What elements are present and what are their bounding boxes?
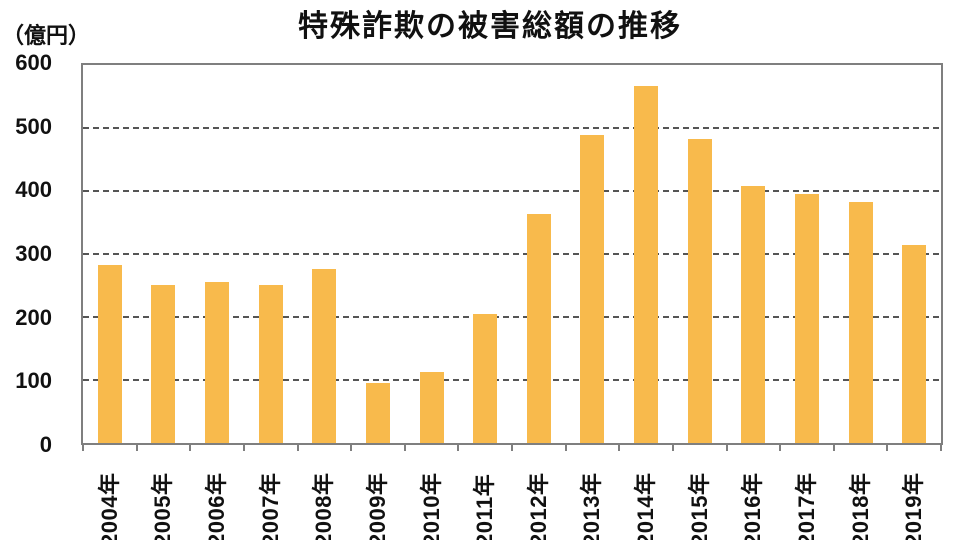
x-axis-label-2018年: 2018年 <box>847 472 873 540</box>
bar-2004年 <box>97 264 122 443</box>
x-tick-mark <box>618 445 621 451</box>
chart-title: 特殊詐欺の被害総額の推移 <box>298 10 682 43</box>
y-tick-label-200: 200 <box>15 304 52 330</box>
y-tick-label-400: 400 <box>15 177 52 203</box>
bar-2012年 <box>526 213 551 443</box>
x-axis-label-2008年: 2008年 <box>311 472 337 540</box>
bar-2015年 <box>687 139 712 443</box>
x-tick-mark <box>886 445 889 451</box>
bar-2006年 <box>205 282 230 443</box>
x-axis-label-2012年: 2012年 <box>525 472 551 540</box>
bar-2013年 <box>580 134 605 443</box>
x-axis-label-2011年: 2011年 <box>472 473 498 540</box>
bar-2019年 <box>902 244 927 443</box>
x-axis-label-2017年: 2017年 <box>793 472 819 540</box>
bar-2010年 <box>419 371 444 443</box>
bar-2017年 <box>794 194 819 443</box>
x-tick-mark <box>671 445 674 451</box>
bar-2016年 <box>741 185 766 443</box>
x-axis-label-2010年: 2010年 <box>418 472 444 540</box>
x-tick-mark <box>779 445 782 451</box>
bar-2011年 <box>473 314 498 443</box>
x-axis-label-2016年: 2016年 <box>740 472 766 540</box>
y-tick-label-500: 500 <box>15 113 52 139</box>
x-axis-label-2005年: 2005年 <box>150 472 176 540</box>
x-tick-mark <box>135 445 138 451</box>
bar-2014年 <box>634 86 659 443</box>
y-tick-label-600: 600 <box>15 50 52 75</box>
gridline-100 <box>83 379 941 381</box>
bar-2018年 <box>848 201 873 443</box>
bar-2005年 <box>151 284 176 443</box>
gridline-400 <box>83 190 941 192</box>
x-axis-label-2013年: 2013年 <box>579 472 605 540</box>
x-axis-label-2019年: 2019年 <box>901 472 927 540</box>
x-tick-mark <box>350 445 353 451</box>
bar-2008年 <box>312 269 337 443</box>
x-tick-mark <box>82 445 84 451</box>
x-axis-label-2009年: 2009年 <box>364 472 390 540</box>
x-tick-mark <box>564 445 567 451</box>
y-axis-unit-label: （億円） <box>2 23 91 48</box>
gridline-200 <box>83 316 941 318</box>
gridline-500 <box>83 127 941 129</box>
y-tick-label-0: 0 <box>39 432 52 457</box>
x-tick-mark <box>725 445 728 451</box>
y-tick-label-300: 300 <box>15 241 52 266</box>
y-tick-label-100: 100 <box>15 368 52 394</box>
x-tick-mark <box>242 445 245 451</box>
x-tick-mark <box>940 445 942 451</box>
x-tick-mark <box>189 445 192 451</box>
x-tick-mark <box>511 445 513 451</box>
x-tick-mark <box>457 445 460 451</box>
x-axis-label-2007年: 2007年 <box>257 472 283 540</box>
x-tick-mark <box>403 445 406 451</box>
plot-area <box>81 63 943 445</box>
bar-2009年 <box>365 382 390 443</box>
x-axis-label-2015年: 2015年 <box>686 472 712 540</box>
x-axis-label-2014年: 2014年 <box>633 472 659 540</box>
x-tick-mark <box>296 445 299 451</box>
x-axis-label-2006年: 2006年 <box>204 472 230 540</box>
bar-2007年 <box>258 284 283 443</box>
x-tick-mark <box>832 445 835 451</box>
x-axis-label-2004年: 2004年 <box>96 472 122 540</box>
gridline-300 <box>83 253 941 255</box>
